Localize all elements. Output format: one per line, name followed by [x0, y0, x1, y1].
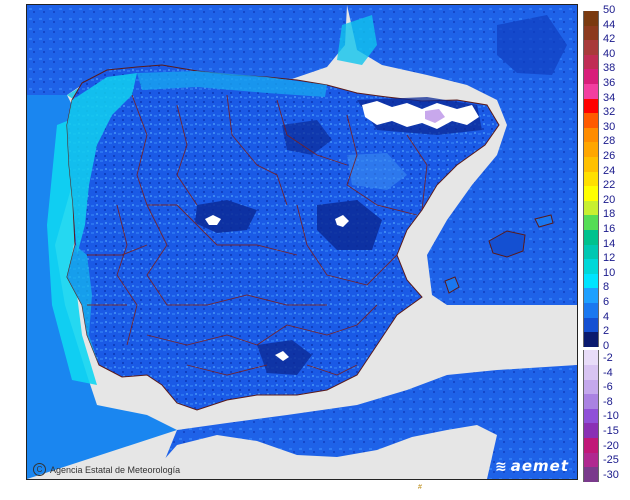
legend-label-negative: -25 — [603, 454, 619, 467]
gulf-of-lion — [497, 15, 567, 75]
legend-label: 20 — [603, 193, 616, 206]
legend-label: 22 — [603, 179, 616, 192]
legend-swatch — [583, 332, 599, 347]
legend-swatch-negative — [583, 365, 599, 380]
legend-swatch-negative — [583, 350, 599, 365]
legend-swatch — [583, 84, 599, 99]
legend-label: 32 — [603, 106, 616, 119]
map-canvas — [27, 5, 577, 479]
legend-swatch — [583, 127, 599, 143]
legend-label: 18 — [603, 208, 616, 221]
mediterranean-north — [347, 5, 577, 479]
portugal-coast-band — [67, 245, 99, 365]
legend-swatch-negative — [583, 379, 599, 395]
legend-label: 24 — [603, 164, 616, 177]
legend-label: 40 — [603, 47, 616, 60]
legend-label: 14 — [603, 237, 616, 250]
legend-label: 16 — [603, 223, 616, 235]
menorca — [534, 214, 554, 228]
mediterranean-shelf — [337, 15, 377, 65]
legend-swatch — [583, 113, 599, 128]
legend-swatch — [583, 230, 599, 245]
legend-swatch — [583, 244, 599, 260]
credit-line: C Agencia Estatal de Meteorología — [33, 463, 180, 476]
legend-swatch — [583, 186, 599, 201]
legend-label: 4 — [603, 310, 610, 323]
legend-label: 34 — [603, 91, 616, 104]
legend-swatch — [583, 317, 599, 333]
legend-swatch-negative — [583, 394, 599, 409]
legend-swatch-negative — [583, 467, 599, 482]
legend-swatch — [583, 54, 599, 70]
legend-label-negative: -6 — [603, 381, 613, 394]
iberico-subzero — [335, 215, 349, 227]
legend-swatch-negative — [583, 452, 599, 468]
legend-swatch — [583, 40, 599, 55]
legend-swatch — [583, 25, 599, 41]
legend-label: 30 — [603, 120, 616, 133]
legend-label-negative: -8 — [603, 395, 613, 408]
legend-label: 36 — [603, 77, 616, 89]
aemet-logo: ≋ aemet — [495, 457, 569, 475]
legend-swatch — [583, 157, 599, 172]
legend-label: 28 — [603, 135, 616, 148]
legend-swatch-negative — [583, 423, 599, 438]
legend-label: 26 — [603, 150, 616, 162]
iberian-peninsula — [66, 64, 500, 411]
legend-label-negative: -15 — [603, 425, 619, 437]
legend-swatch — [583, 142, 599, 157]
legend-label: 0 — [603, 339, 610, 352]
legend-label: 42 — [603, 33, 616, 46]
legend-label-negative: -20 — [603, 439, 619, 452]
north-coast-band — [137, 71, 327, 97]
mallorca — [488, 230, 526, 258]
logo-wave-icon: ≋ — [494, 459, 508, 475]
pyrenees-subzero — [362, 101, 479, 129]
legend-swatch — [583, 98, 599, 114]
legend-label: 8 — [603, 281, 610, 294]
legend-swatch — [583, 259, 599, 274]
legend-swatch — [583, 69, 599, 84]
logo-text: aemet — [510, 457, 569, 475]
legend-swatch — [583, 171, 599, 187]
province-borders — [87, 94, 428, 376]
legend-label-negative: -2 — [603, 352, 613, 364]
legend-swatch — [583, 288, 599, 303]
ibiza — [444, 276, 460, 294]
legend-label: 38 — [603, 62, 616, 75]
gredos-subzero — [205, 215, 221, 225]
legend-label: 10 — [603, 266, 616, 279]
north-africa-land — [147, 425, 497, 479]
legend-swatch-negative — [583, 408, 599, 424]
copyright-icon: C — [33, 463, 46, 476]
nevada-subzero — [275, 351, 289, 361]
galicia-coast-band — [67, 73, 137, 255]
light-band-east — [347, 153, 407, 190]
pyrenees-frost-violet — [425, 109, 445, 123]
legend-label-negative: -30 — [603, 468, 619, 481]
legend-swatch-negative — [583, 438, 599, 453]
legend-swatch — [583, 273, 599, 289]
credit-text: Agencia Estatal de Meteorología — [50, 464, 181, 475]
legend-label: 2 — [603, 325, 610, 338]
cold-core-iberian-system — [317, 200, 382, 250]
legend-label: 6 — [603, 296, 610, 308]
legend-label-negative: -10 — [603, 410, 619, 423]
legend-label: 12 — [603, 252, 616, 265]
cold-core-north — [282, 120, 332, 155]
legend-swatch — [583, 11, 599, 26]
legend-label: 50 — [603, 4, 616, 16]
bottom-mark: # — [418, 484, 422, 491]
legend-swatch — [583, 215, 599, 230]
legend-label: 44 — [603, 18, 616, 31]
legend-label-negative: -4 — [603, 366, 613, 379]
legend-swatch — [583, 200, 599, 216]
temperature-map[interactable]: C Agencia Estatal de Meteorología ≋ aemet — [26, 4, 578, 480]
legend-swatch — [583, 303, 599, 318]
